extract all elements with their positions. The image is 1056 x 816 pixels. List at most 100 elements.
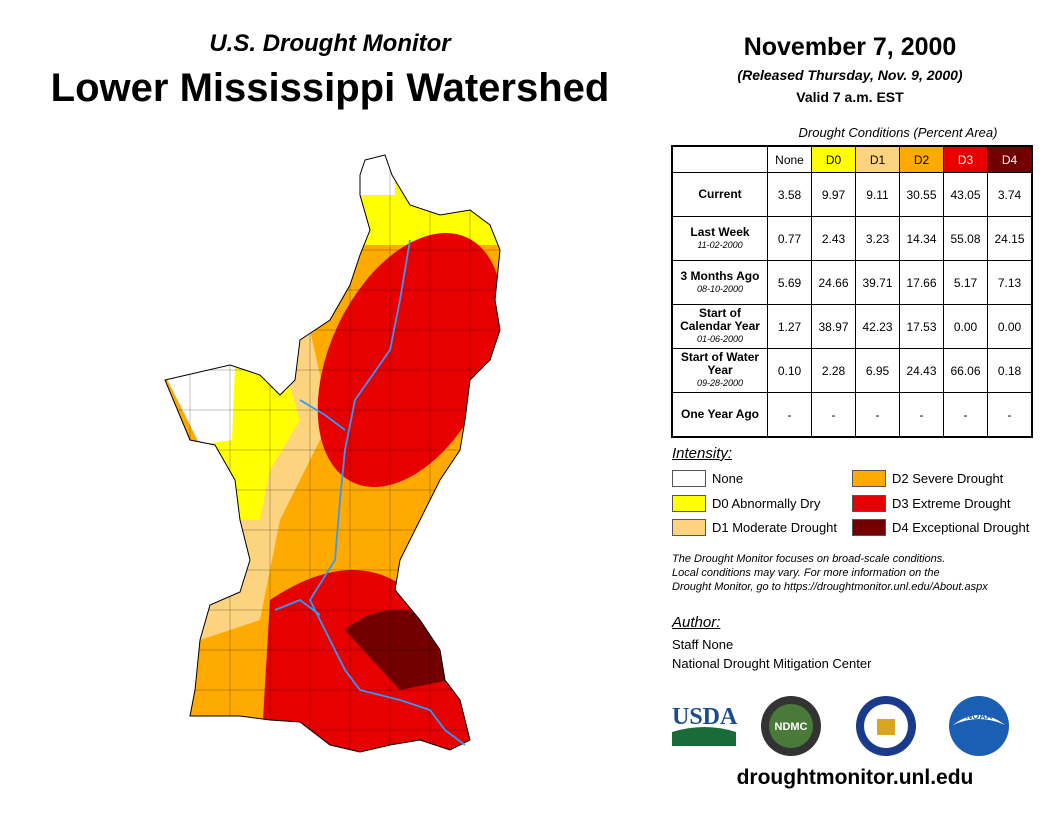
note-line: Local conditions may vary. For more info… xyxy=(672,567,940,579)
row-label-text: Current xyxy=(698,187,742,201)
row-label: Last Week 11-02-2000 xyxy=(671,216,768,261)
legend-label: D2 Severe Drought xyxy=(892,471,1004,486)
table-cell: 0.00 xyxy=(987,304,1033,349)
table-cell: 7.13 xyxy=(987,260,1033,305)
table-cell: 43.05 xyxy=(943,172,988,217)
svg-text:NDMC: NDMC xyxy=(775,721,808,733)
table-cell: - xyxy=(811,392,856,438)
table-cell: 24.43 xyxy=(899,348,944,393)
author-heading: Author: xyxy=(672,614,721,631)
legend-label: D3 Extreme Drought xyxy=(892,496,1011,511)
watershed-outline xyxy=(164,154,501,753)
legend-label: D0 Abnormally Dry xyxy=(712,496,821,511)
table-row: Start of Water Year 09-28-2000 0.10 2.28 6.9… xyxy=(671,348,1033,393)
row-label-text: One Year Ago xyxy=(680,407,760,421)
table-cell: 30.55 xyxy=(899,172,944,217)
column-header: D4 xyxy=(987,145,1033,173)
legend-item: None xyxy=(672,470,743,487)
legend-swatch xyxy=(852,519,886,536)
disclaimer-note: The Drought Monitor focuses on broad-sca… xyxy=(672,552,1052,594)
table-row: 3 Months Ago 08-10-2000 5.69 24.66 39.71 17.6… xyxy=(671,260,1033,305)
table-row: One Year Ago - - - - - - xyxy=(671,392,1033,438)
svg-text:NOAA: NOAA xyxy=(966,711,993,721)
table-cell: 0.18 xyxy=(987,348,1033,393)
usda-logo: USDA xyxy=(672,704,738,746)
table-cell: - xyxy=(943,392,988,438)
row-label: 3 Months Ago 08-10-2000 xyxy=(671,260,768,305)
svg-text:USDA: USDA xyxy=(672,704,738,730)
legend-swatch xyxy=(672,519,706,536)
row-label: Start of Water Year 09-28-2000 xyxy=(671,348,768,393)
column-header: D0 xyxy=(811,145,856,173)
table-cell: 17.53 xyxy=(899,304,944,349)
none-area-west xyxy=(165,365,235,445)
map-date: November 7, 2000 xyxy=(743,33,957,61)
table-cell: 14.34 xyxy=(899,216,944,261)
table-cell: 1.27 xyxy=(767,304,812,349)
none-area-north xyxy=(350,155,395,195)
legend-item: D0 Abnormally Dry xyxy=(672,495,820,512)
valid-time: Valid 7 a.m. EST xyxy=(796,89,904,105)
drought-map xyxy=(164,154,501,753)
table-cell: - xyxy=(987,392,1033,438)
table-cell: 0.77 xyxy=(767,216,812,261)
row-label: Current xyxy=(671,172,768,217)
table-cell: 42.23 xyxy=(855,304,900,349)
table-cell: 55.08 xyxy=(943,216,988,261)
table-cell: - xyxy=(899,392,944,438)
table-cell: 3.74 xyxy=(987,172,1033,217)
table-cell: 3.23 xyxy=(855,216,900,261)
ndmc-logo: NDMC xyxy=(761,696,821,756)
table-cell: 3.58 xyxy=(767,172,812,217)
column-header: D2 xyxy=(899,145,944,173)
table-cell: 24.66 xyxy=(811,260,856,305)
arkansas-river xyxy=(299,399,346,431)
legend-label: D4 Exceptional Drought xyxy=(892,520,1030,535)
footer-url[interactable]: droughtmonitor.unl.edu xyxy=(736,766,974,789)
legend-swatch xyxy=(852,470,886,487)
table-corner xyxy=(672,146,768,173)
legend-title: Intensity: xyxy=(672,445,733,462)
table-row: Last Week 11-02-2000 0.77 2.43 3.23 14.34 55.0… xyxy=(671,216,1033,261)
row-label-text: Last Week xyxy=(690,224,750,239)
note-line: Drought Monitor, go to https://droughtmo… xyxy=(672,581,988,593)
column-header: D3 xyxy=(943,145,988,173)
legend-item: D4 Exceptional Drought xyxy=(852,519,1029,536)
d3-area-south xyxy=(260,570,480,752)
table-cell: - xyxy=(855,392,900,438)
table-caption: Drought Conditions (Percent Area) xyxy=(798,125,998,140)
legend-label: D1 Moderate Drought xyxy=(712,520,838,535)
table-cell: 24.15 xyxy=(987,216,1033,261)
legend-swatch xyxy=(852,495,886,512)
legend-item: D1 Moderate Drought xyxy=(672,519,837,536)
row-date: 09-28-2000 xyxy=(696,378,744,388)
commerce-logo xyxy=(856,696,916,756)
subtitle: U.S. Drought Monitor xyxy=(209,30,451,57)
legend-swatch xyxy=(672,470,706,487)
legend-swatch xyxy=(672,495,706,512)
table-cell: 66.06 xyxy=(943,348,988,393)
author-name: Staff None xyxy=(672,637,734,652)
table-cell: 38.97 xyxy=(811,304,856,349)
row-label: One Year Ago xyxy=(671,392,768,438)
row-label: Start of Calendar Year 01-06-2000 xyxy=(671,304,768,349)
d3-area-north xyxy=(317,233,500,487)
legend-item: D2 Severe Drought xyxy=(852,470,1003,487)
table-cell: 9.97 xyxy=(811,172,856,217)
row-date: 01-06-2000 xyxy=(696,334,744,344)
table-cell: 5.17 xyxy=(943,260,988,305)
table-cell: 39.71 xyxy=(855,260,900,305)
legend-label: None xyxy=(712,471,744,486)
table-cell: 0.10 xyxy=(767,348,812,393)
red-river xyxy=(274,598,321,616)
noaa-logo: NOAA xyxy=(949,696,1009,756)
column-header: D1 xyxy=(855,145,900,173)
table-cell: - xyxy=(767,392,812,438)
row-label-text: Start of Calendar Year xyxy=(680,306,760,333)
row-label-text: 3 Months Ago xyxy=(680,268,760,283)
column-header: None xyxy=(767,145,812,173)
release-date: (Released Thursday, Nov. 9, 2000) xyxy=(737,67,963,83)
drought-conditions-table: None D0 D1 D2 D3 D4 Current 3.58 9.97 9.11 30.55 43… xyxy=(671,145,1033,438)
table-cell: 0.00 xyxy=(943,304,988,349)
